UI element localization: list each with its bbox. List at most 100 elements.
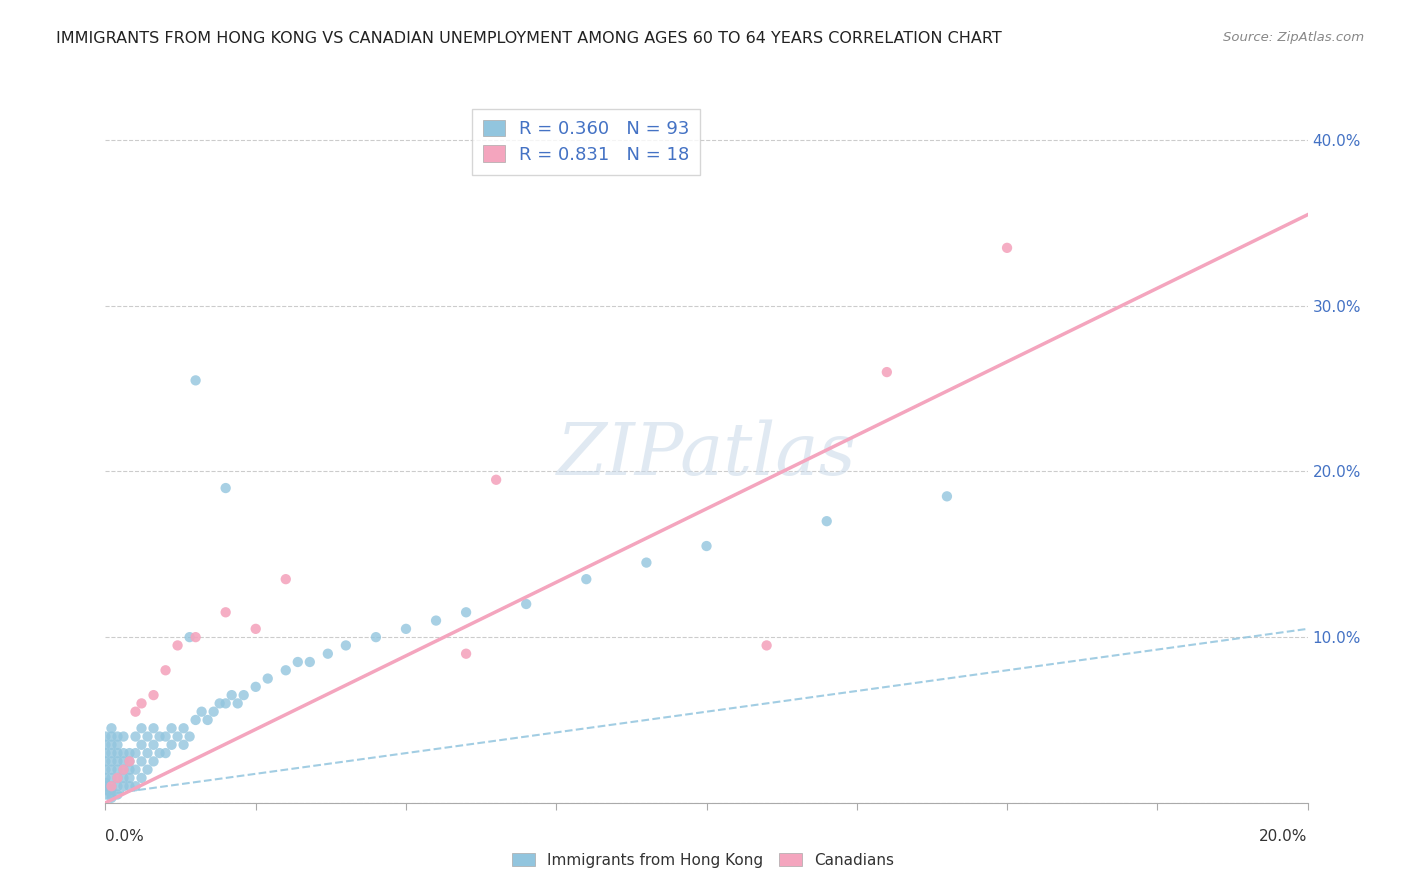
- Point: [197, 713, 219, 727]
- Point: [131, 755, 153, 769]
- Legend: R = 0.360   N = 93, R = 0.831   N = 18: R = 0.360 N = 93, R = 0.831 N = 18: [472, 109, 700, 175]
- Point: [94, 746, 117, 760]
- Point: [274, 663, 297, 677]
- Point: [112, 730, 135, 744]
- Point: [298, 655, 321, 669]
- Point: [118, 755, 141, 769]
- Point: [485, 473, 508, 487]
- Point: [100, 721, 122, 735]
- Point: [107, 730, 129, 744]
- Point: [148, 746, 170, 760]
- Point: [173, 738, 195, 752]
- Point: [107, 788, 129, 802]
- Point: [256, 672, 278, 686]
- Point: [118, 763, 141, 777]
- Point: [100, 779, 122, 793]
- Point: [107, 738, 129, 752]
- Point: [142, 721, 165, 735]
- Point: [287, 655, 309, 669]
- Point: [100, 763, 122, 777]
- Point: [118, 746, 141, 760]
- Point: [876, 365, 898, 379]
- Point: [155, 730, 177, 744]
- Point: [274, 572, 297, 586]
- Point: [100, 779, 122, 793]
- Point: [815, 514, 838, 528]
- Point: [107, 755, 129, 769]
- Point: [316, 647, 339, 661]
- Point: [131, 771, 153, 785]
- Point: [575, 572, 598, 586]
- Point: [142, 755, 165, 769]
- Point: [112, 746, 135, 760]
- Point: [142, 688, 165, 702]
- Point: [136, 763, 159, 777]
- Point: [148, 730, 170, 744]
- Point: [107, 771, 129, 785]
- Point: [131, 697, 153, 711]
- Text: IMMIGRANTS FROM HONG KONG VS CANADIAN UNEMPLOYMENT AMONG AGES 60 TO 64 YEARS COR: IMMIGRANTS FROM HONG KONG VS CANADIAN UN…: [56, 31, 1002, 46]
- Point: [208, 697, 231, 711]
- Point: [136, 746, 159, 760]
- Point: [118, 771, 141, 785]
- Point: [100, 738, 122, 752]
- Point: [100, 790, 122, 805]
- Point: [124, 746, 146, 760]
- Point: [112, 763, 135, 777]
- Point: [107, 779, 129, 793]
- Point: [936, 489, 959, 503]
- Point: [112, 771, 135, 785]
- Text: 20.0%: 20.0%: [1260, 830, 1308, 844]
- Point: [184, 373, 207, 387]
- Point: [94, 730, 117, 744]
- Point: [94, 776, 117, 790]
- Point: [100, 746, 122, 760]
- Point: [995, 241, 1018, 255]
- Point: [184, 630, 207, 644]
- Point: [221, 688, 243, 702]
- Point: [124, 705, 146, 719]
- Point: [94, 771, 117, 785]
- Point: [94, 788, 117, 802]
- Point: [131, 738, 153, 752]
- Point: [179, 630, 201, 644]
- Point: [454, 605, 477, 619]
- Point: [142, 738, 165, 752]
- Point: [94, 779, 117, 793]
- Point: [124, 730, 146, 744]
- Legend: Immigrants from Hong Kong, Canadians: Immigrants from Hong Kong, Canadians: [505, 845, 901, 875]
- Point: [100, 782, 122, 797]
- Point: [94, 763, 117, 777]
- Point: [454, 647, 477, 661]
- Point: [425, 614, 447, 628]
- Text: Source: ZipAtlas.com: Source: ZipAtlas.com: [1223, 31, 1364, 45]
- Point: [155, 663, 177, 677]
- Point: [112, 779, 135, 793]
- Point: [118, 755, 141, 769]
- Point: [166, 639, 188, 653]
- Point: [214, 481, 236, 495]
- Point: [107, 771, 129, 785]
- Point: [166, 730, 188, 744]
- Text: 0.0%: 0.0%: [105, 830, 145, 844]
- Point: [160, 721, 183, 735]
- Point: [202, 705, 225, 719]
- Point: [755, 639, 778, 653]
- Point: [136, 730, 159, 744]
- Point: [184, 713, 207, 727]
- Point: [112, 755, 135, 769]
- Point: [107, 746, 129, 760]
- Point: [94, 738, 117, 752]
- Point: [94, 755, 117, 769]
- Point: [100, 788, 122, 802]
- Point: [100, 771, 122, 785]
- Point: [335, 639, 357, 653]
- Point: [100, 755, 122, 769]
- Point: [124, 779, 146, 793]
- Point: [395, 622, 418, 636]
- Point: [112, 763, 135, 777]
- Point: [190, 705, 212, 719]
- Point: [173, 721, 195, 735]
- Point: [245, 622, 267, 636]
- Point: [124, 763, 146, 777]
